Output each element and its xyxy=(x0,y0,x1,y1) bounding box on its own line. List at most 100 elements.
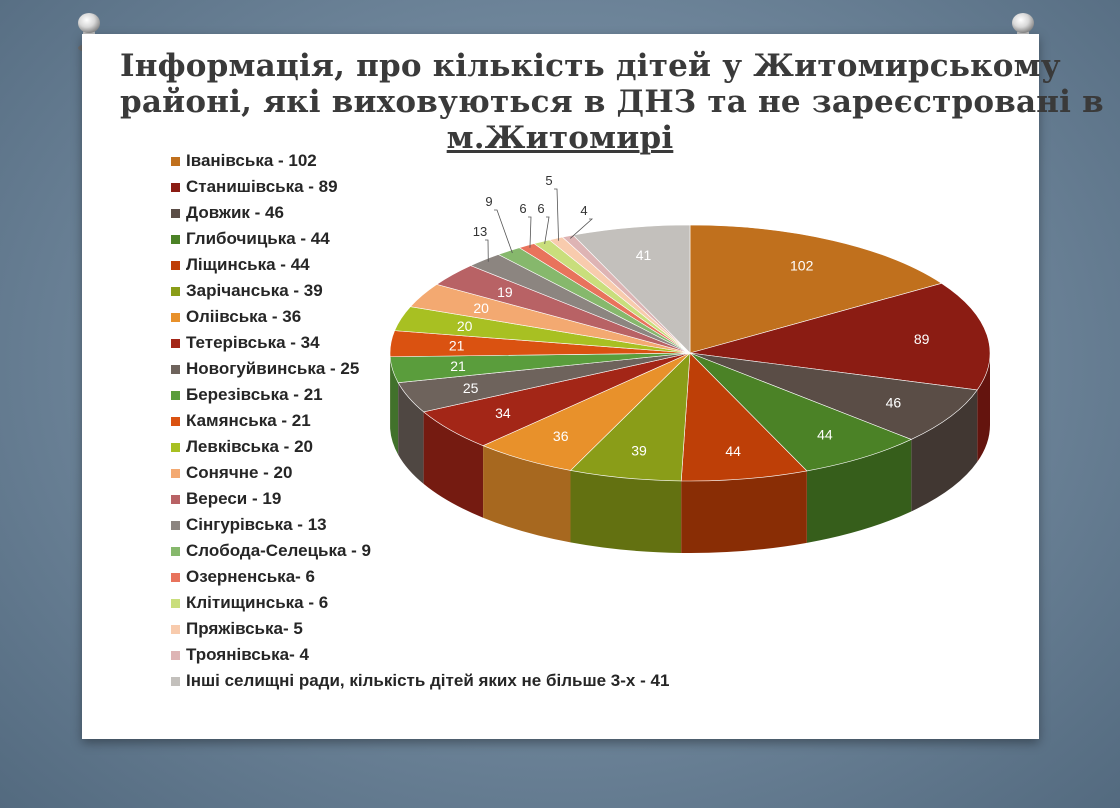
legend-item-3: Довжик - 46 xyxy=(171,200,669,226)
legend-label-6: Зарічанська - 39 xyxy=(186,281,323,300)
data-label-10: 21 xyxy=(450,358,466,374)
legend: Іванівська - 102 Станишівська - 89 Довжик … xyxy=(171,148,669,694)
legend-item-7: Оліівська - 36 xyxy=(171,304,669,330)
legend-item-20: Троянівська- 4 xyxy=(171,642,669,668)
data-label-2: 89 xyxy=(914,331,930,347)
legend-swatch-16 xyxy=(171,546,180,556)
legend-item-14: Вереси - 19 xyxy=(171,486,669,512)
data-label-15: 13 xyxy=(473,224,487,239)
slice-side-10 xyxy=(390,356,399,455)
data-label-7: 36 xyxy=(553,428,569,444)
legend-swatch-6 xyxy=(171,286,180,296)
legend-swatch-2 xyxy=(171,182,180,192)
legend-item-9: Новогуйвинська - 25 xyxy=(171,356,669,382)
legend-label-12: Левківська - 20 xyxy=(186,437,313,456)
leader-line-18 xyxy=(544,216,550,245)
slice-side-3 xyxy=(911,389,978,512)
leader-line-17 xyxy=(528,216,532,248)
pie-sides xyxy=(390,353,990,553)
title-city: м.Житомирі xyxy=(446,120,674,156)
slice-2 xyxy=(689,282,991,391)
legend-item-16: Слобода-Селецька - 9 xyxy=(171,538,669,564)
pie-top xyxy=(389,224,991,482)
legend-label-17: Озерненська- 6 xyxy=(186,567,315,586)
legend-label-5: Ліщинська - 44 xyxy=(186,255,310,274)
legend-label-13: Сонячне - 20 xyxy=(186,463,293,482)
data-label-18: 6 xyxy=(537,201,544,216)
leader-line-19 xyxy=(554,188,559,241)
legend-swatch-17 xyxy=(171,572,180,582)
legend-label-11: Камянська - 21 xyxy=(186,411,311,430)
legend-label-1: Іванівська - 102 xyxy=(186,151,317,170)
data-label-11: 21 xyxy=(449,338,465,354)
data-label-6: 39 xyxy=(631,442,647,458)
slice-side-2 xyxy=(977,353,990,462)
legend-item-11: Камянська - 21 xyxy=(171,408,669,434)
slice-side-4 xyxy=(806,439,912,543)
legend-label-3: Довжик - 46 xyxy=(186,203,284,222)
legend-swatch-10 xyxy=(171,390,180,400)
slice-4 xyxy=(689,352,913,472)
legend-swatch-7 xyxy=(171,312,180,322)
legend-item-12: Левківська - 20 xyxy=(171,434,669,460)
legend-label-14: Вереси - 19 xyxy=(186,489,282,508)
data-label-13: 20 xyxy=(473,300,489,316)
legend-item-21: Інші селищні ради, кількість дітей яких … xyxy=(171,668,669,694)
slice-21 xyxy=(572,224,691,354)
legend-label-21: Інші селищні ради, кількість дітей яких … xyxy=(186,671,670,690)
legend-swatch-8 xyxy=(171,338,180,348)
legend-item-2: Станишівська - 89 xyxy=(171,174,669,200)
data-label-5: 44 xyxy=(725,443,741,459)
legend-label-19: Пряжівська- 5 xyxy=(186,619,303,638)
legend-swatch-18 xyxy=(171,598,180,608)
legend-swatch-9 xyxy=(171,364,180,374)
legend-swatch-19 xyxy=(171,624,180,634)
slice-1 xyxy=(689,224,943,354)
legend-swatch-14 xyxy=(171,494,180,504)
legend-swatch-4 xyxy=(171,234,180,244)
legend-label-2: Станишівська - 89 xyxy=(186,177,338,196)
legend-label-18: Клітищинська - 6 xyxy=(186,593,329,612)
data-label-21: 41 xyxy=(636,247,652,263)
legend-swatch-21 xyxy=(171,676,180,686)
data-label-20: 4 xyxy=(580,203,587,218)
legend-label-20: Троянівська- 4 xyxy=(186,645,309,664)
legend-item-8: Тетерівська - 34 xyxy=(171,330,669,356)
legend-label-4: Глибочицька - 44 xyxy=(186,229,330,248)
data-label-14: 19 xyxy=(497,284,513,300)
legend-item-17: Озерненська- 6 xyxy=(171,564,669,590)
legend-label-16: Слобода-Селецька - 9 xyxy=(186,541,371,560)
legend-label-15: Сінгурівська - 13 xyxy=(186,515,327,534)
legend-swatch-11 xyxy=(171,416,180,426)
leader-line-20 xyxy=(569,218,594,239)
legend-item-5: Ліщинська - 44 xyxy=(171,252,669,278)
legend-swatch-12 xyxy=(171,442,180,452)
legend-label-9: Новогуйвинська - 25 xyxy=(186,359,360,378)
slice-side-6 xyxy=(570,470,682,553)
legend-item-10: Березівська - 21 xyxy=(171,382,669,408)
title-line-2: районі, які виховуються в ДНЗ та не заре… xyxy=(120,84,1104,120)
legend-item-6: Зарічанська - 39 xyxy=(171,278,669,304)
legend-label-10: Березівська - 21 xyxy=(186,385,323,404)
legend-item-13: Сонячне - 20 xyxy=(171,460,669,486)
slice-5 xyxy=(680,352,808,482)
leader-line-16 xyxy=(494,209,513,254)
chart-title: Інформація, про кількість дітей у Житоми… xyxy=(120,48,1104,156)
legend-item-15: Сінгурівська - 13 xyxy=(171,512,669,538)
slice-side-5 xyxy=(681,470,807,553)
data-label-16: 9 xyxy=(485,194,492,209)
slice-side-9 xyxy=(398,382,424,484)
legend-item-4: Глибочицька - 44 xyxy=(171,226,669,252)
legend-swatch-13 xyxy=(171,468,180,478)
legend-swatch-1 xyxy=(171,156,180,166)
data-label-12: 20 xyxy=(457,318,473,334)
data-label-19: 5 xyxy=(545,173,552,188)
legend-item-1: Іванівська - 102 xyxy=(171,148,669,174)
data-label-8: 34 xyxy=(495,405,511,421)
legend-label-8: Тетерівська - 34 xyxy=(186,333,320,352)
leader-line-15 xyxy=(485,239,489,262)
legend-swatch-5 xyxy=(171,260,180,270)
slice-3 xyxy=(689,352,978,440)
